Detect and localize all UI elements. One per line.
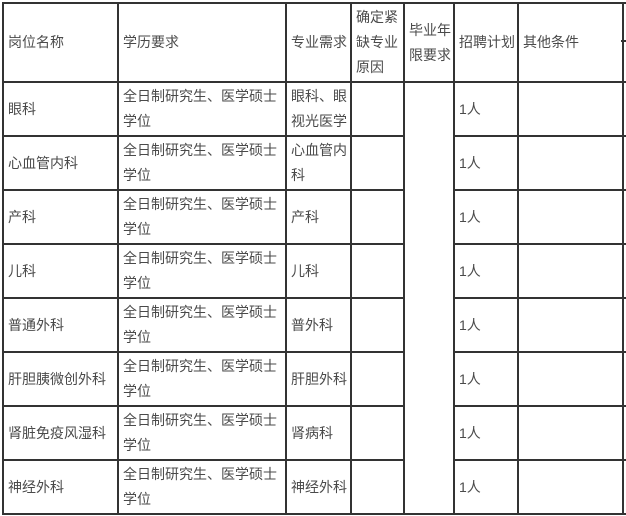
cell-plan: 1人 <box>453 135 519 191</box>
cell-major: 神经外科 <box>285 459 352 515</box>
graduation-requirement-merged-cell <box>403 81 455 515</box>
cell-cutoff <box>622 135 626 191</box>
cell-cutoff <box>622 243 626 299</box>
cell-plan: 1人 <box>453 81 519 137</box>
cell-plan: 1人 <box>453 351 519 407</box>
cell-shortage-reason <box>350 135 405 191</box>
cell-plan: 1人 <box>453 405 519 461</box>
cell-shortage-reason <box>350 297 405 353</box>
cell-shortage-reason <box>350 189 405 245</box>
header-other-conditions: 其他条件 <box>517 2 624 83</box>
header-shortage-reason: 确定紧缺专业原因 <box>350 2 405 83</box>
cell-position: 产科 <box>2 189 119 245</box>
cutoff-cell-border <box>621 40 626 42</box>
cell-cutoff <box>622 81 626 137</box>
cell-shortage-reason <box>350 351 405 407</box>
header-graduation-years: 毕业年限要求 <box>403 2 455 83</box>
cell-education: 全日制研究生、医学硕士学位 <box>117 189 287 245</box>
cell-education: 全日制研究生、医学硕士学位 <box>117 459 287 515</box>
header-row: 岗位名称 学历要求 专业需求 确定紧缺专业原因 毕业年限要求 招聘计划 其他条件 <box>2 2 626 83</box>
cell-other <box>517 351 624 407</box>
cell-shortage-reason <box>350 243 405 299</box>
table-row: 产科 全日制研究生、医学硕士学位 产科 1人 <box>2 189 626 245</box>
cell-plan: 1人 <box>453 243 519 299</box>
cell-major: 肝胆外科 <box>285 351 352 407</box>
table-row: 神经外科 全日制研究生、医学硕士学位 神经外科 1人 <box>2 459 626 515</box>
cell-plan: 1人 <box>453 189 519 245</box>
cell-cutoff <box>622 351 626 407</box>
header-major-requirement: 专业需求 <box>285 2 352 83</box>
cell-other <box>517 459 624 515</box>
header-position-name: 岗位名称 <box>2 2 119 83</box>
table-row: 心血管内科 全日制研究生、医学硕士学位 心血管内科 1人 <box>2 135 626 191</box>
table-row: 普通外科 全日制研究生、医学硕士学位 普外科 1人 <box>2 297 626 353</box>
header-education-requirement: 学历要求 <box>117 2 287 83</box>
cell-other <box>517 297 624 353</box>
cell-position: 心血管内科 <box>2 135 119 191</box>
cell-position: 儿科 <box>2 243 119 299</box>
cell-education: 全日制研究生、医学硕士学位 <box>117 297 287 353</box>
cell-other <box>517 189 624 245</box>
cell-major: 产科 <box>285 189 352 245</box>
cell-shortage-reason <box>350 81 405 137</box>
header-cutoff-column <box>622 2 626 83</box>
cell-position: 肾脏免疫风湿科 <box>2 405 119 461</box>
cell-shortage-reason <box>350 459 405 515</box>
cell-position: 眼科 <box>2 81 119 137</box>
table-row: 肾脏免疫风湿科 全日制研究生、医学硕士学位 肾病科 1人 <box>2 405 626 461</box>
cell-other <box>517 135 624 191</box>
header-recruitment-plan: 招聘计划 <box>453 2 519 83</box>
cell-cutoff <box>622 459 626 515</box>
cell-education: 全日制研究生、医学硕士学位 <box>117 243 287 299</box>
table-row: 眼科 全日制研究生、医学硕士学位 眼科、眼视光医学 1人 <box>2 81 626 515</box>
cell-cutoff <box>622 405 626 461</box>
cell-position: 普通外科 <box>2 297 119 353</box>
cell-shortage-reason <box>350 405 405 461</box>
cell-other <box>517 243 624 299</box>
table-row: 儿科 全日制研究生、医学硕士学位 儿科 1人 <box>2 243 626 299</box>
cell-education: 全日制研究生、医学硕士学位 <box>117 135 287 191</box>
cell-other <box>517 405 624 461</box>
table-row: 肝胆胰微创外科 全日制研究生、医学硕士学位 肝胆外科 1人 <box>2 351 626 407</box>
cell-major: 眼科、眼视光医学 <box>285 81 352 137</box>
cell-plan: 1人 <box>453 297 519 353</box>
cell-major: 普外科 <box>285 297 352 353</box>
cell-major: 心血管内科 <box>285 135 352 191</box>
cell-position: 神经外科 <box>2 459 119 515</box>
cell-other <box>517 81 624 137</box>
cell-position: 肝胆胰微创外科 <box>2 351 119 407</box>
cell-education: 全日制研究生、医学硕士学位 <box>117 351 287 407</box>
cell-cutoff <box>622 297 626 353</box>
cell-major: 儿科 <box>285 243 352 299</box>
cell-cutoff <box>622 189 626 245</box>
cell-major: 肾病科 <box>285 405 352 461</box>
cell-plan: 1人 <box>453 459 519 515</box>
cell-education: 全日制研究生、医学硕士学位 <box>117 405 287 461</box>
cell-education: 全日制研究生、医学硕士学位 <box>117 81 287 137</box>
